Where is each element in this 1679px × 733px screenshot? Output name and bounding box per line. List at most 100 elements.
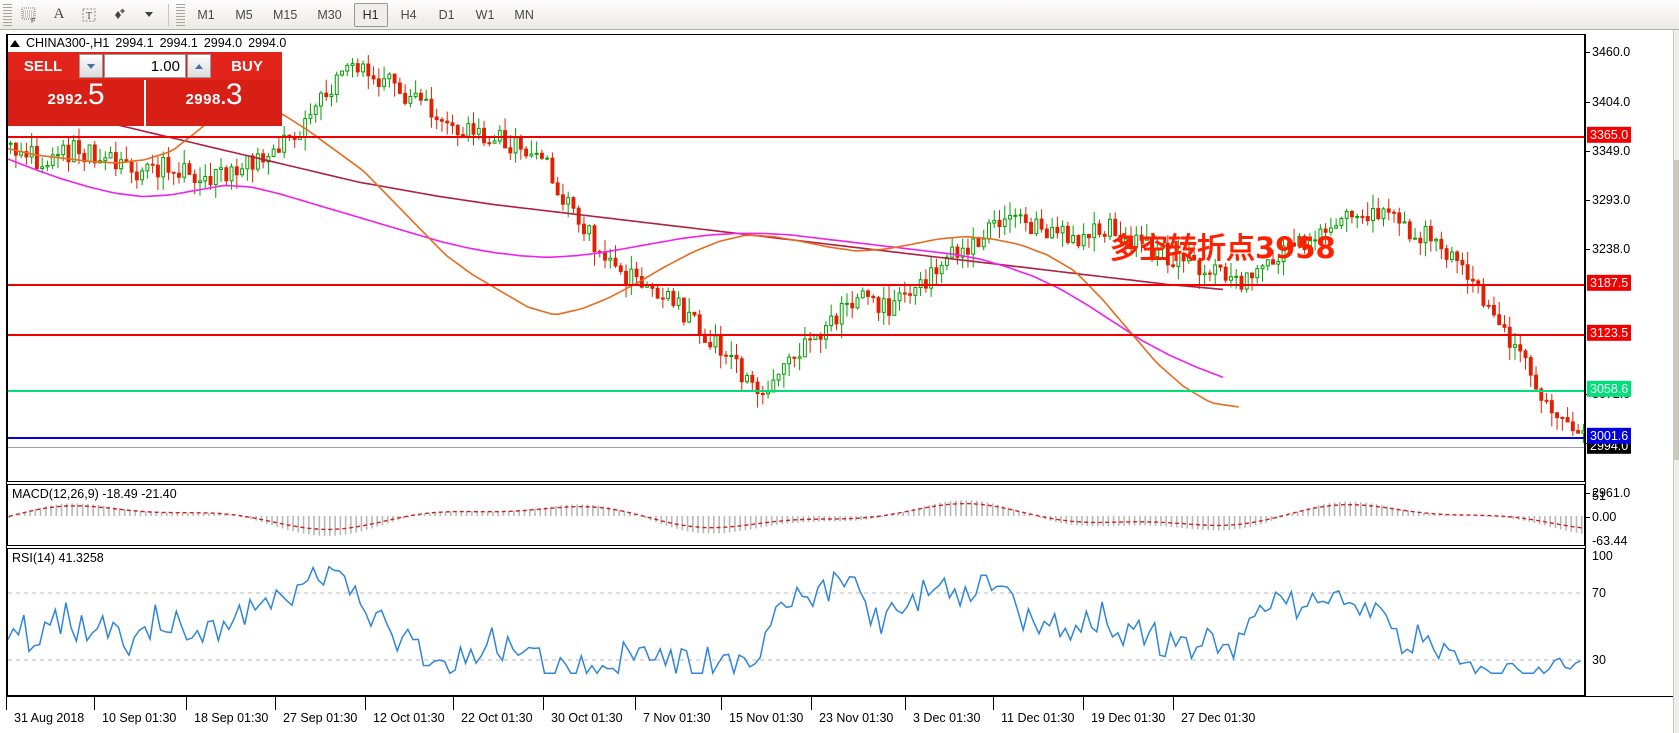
support-badge-3058: 3058.6	[1587, 380, 1632, 398]
volume-control[interactable]: 1.00	[78, 52, 212, 80]
time-label: 7 Nov 01:30	[643, 711, 711, 725]
timeframe-m1[interactable]: M1	[197, 7, 215, 22]
macd-title: MACD(12,26,9) -18.49 -21.40	[12, 487, 177, 501]
trend-up-icon	[10, 39, 20, 47]
level-line-3365	[8, 136, 1584, 138]
macd-tick-zero: 0.00	[1592, 509, 1617, 524]
rsi-pane[interactable]: RSI(14) 41.3258	[7, 548, 1585, 696]
time-label: 15 Nov 01:30	[729, 711, 804, 725]
chevron-up-icon	[195, 63, 203, 69]
buy-price-integer: 2998	[185, 91, 221, 108]
macd-series	[8, 500, 1583, 536]
resistance-badge-3123: 3123.5	[1587, 324, 1632, 342]
level-line-2994	[8, 447, 1584, 448]
volume-input[interactable]: 1.00	[104, 54, 186, 78]
rsi-tick-30: 30	[1592, 652, 1606, 667]
toolbar-grip[interactable]	[3, 3, 12, 26]
macd-pane[interactable]: MACD(12,26,9) -18.49 -21.40	[7, 484, 1585, 546]
sell-price-display[interactable]: 2992 . 5	[8, 80, 146, 126]
sell-price-integer: 2992	[47, 91, 83, 108]
price-tick-3460: 3460.0	[1592, 44, 1631, 59]
timeframe-m15[interactable]: M15	[273, 7, 298, 22]
price-tick-3404: 3404.0	[1592, 94, 1631, 109]
timeframe-mn[interactable]: MN	[514, 7, 534, 22]
volume-decrease-button[interactable]	[79, 54, 103, 78]
level-line-3058	[8, 390, 1584, 392]
time-label: 12 Oct 01:30	[373, 711, 445, 725]
rsi-series	[8, 565, 1584, 677]
macd-tick-min: -63.44	[1592, 533, 1628, 548]
rsi-tick-70: 70	[1592, 585, 1606, 600]
svg-text:T: T	[86, 11, 92, 22]
sell-price-separator: .	[82, 88, 88, 108]
chart-annotation: 多空转折点3958	[1110, 231, 1336, 265]
timeframe-m5[interactable]: M5	[235, 7, 253, 22]
axis-tick	[1586, 517, 1590, 518]
axis-tick	[1586, 52, 1590, 53]
symbol-header: CHINA300-,H1 2994.1 2994.1 2994.0 2994.0	[10, 36, 286, 50]
price-tick-2961: 2961.0	[1592, 485, 1631, 500]
price-tick-3349: 3349.0	[1592, 143, 1631, 158]
time-label: 11 Dec 01:30	[1001, 711, 1075, 725]
vertical-scrollbar[interactable]	[1673, 30, 1679, 733]
objects-dropdown-icon[interactable]	[134, 2, 164, 28]
buy-price-display[interactable]: 2998 . 3	[146, 80, 282, 126]
timeframe-d1[interactable]: D1	[438, 7, 455, 22]
axis-tick	[1586, 200, 1590, 201]
text-label-icon[interactable]: A	[44, 2, 74, 28]
sell-button[interactable]: SELL	[8, 52, 78, 80]
macd-tick-max: 51	[1592, 488, 1606, 503]
svg-text:F: F	[31, 18, 35, 24]
buy-button[interactable]: BUY	[212, 52, 282, 80]
timeframe-h1[interactable]: H1	[353, 2, 388, 27]
rsi-tick-100: 100	[1592, 548, 1613, 563]
bid-badge-3001: 3001.6	[1587, 427, 1632, 445]
time-axis[interactable]: 31 Aug 2018 10 Sep 01:30 18 Sep 01:30 27…	[6, 696, 1673, 733]
ohlc-low: 2994.0	[203, 36, 243, 50]
buy-price-separator: .	[220, 88, 226, 108]
symbol-name: CHINA300-,H1	[26, 36, 110, 50]
resistance-badge-3365: 3365.0	[1587, 126, 1632, 144]
time-label: 23 Nov 01:30	[819, 711, 894, 725]
objects-icon[interactable]	[104, 2, 134, 28]
one-click-trading-panel[interactable]: SELL 1.00 BUY 2992 . 5 2998 . 3	[8, 52, 282, 126]
time-label: 3 Dec 01:30	[913, 711, 981, 725]
level-line-3187	[8, 284, 1584, 286]
time-label: 27 Dec 01:30	[1181, 711, 1256, 725]
templates-icon[interactable]: F	[14, 2, 44, 28]
chevron-down-icon	[87, 63, 95, 69]
axis-tick	[1586, 102, 1590, 103]
chevron-down-icon	[145, 12, 153, 17]
price-tick-3293: 3293.0	[1592, 192, 1631, 207]
timeframe-m30[interactable]: M30	[317, 7, 342, 22]
text-object-icon[interactable]: T	[74, 2, 104, 28]
timeframe-h4[interactable]: H4	[400, 7, 417, 22]
price-axis[interactable]: 3460.0 3404.0 3349.0 3293.0 3238.0 3072.…	[1585, 34, 1679, 696]
volume-increase-button[interactable]	[187, 54, 211, 78]
timeframe-bar-grip[interactable]	[176, 3, 185, 26]
time-label: 10 Sep 01:30	[102, 711, 177, 725]
ohlc-close: 2994.0	[248, 36, 287, 50]
scrollbar-thumb[interactable]	[1674, 160, 1679, 460]
price-tick-3238: 3238.0	[1592, 241, 1631, 256]
ohlc-high: 2994.1	[159, 36, 198, 50]
ohlc-open: 2994.1	[115, 36, 154, 50]
time-label: 22 Oct 01:30	[461, 711, 533, 725]
timeframe-w1[interactable]: W1	[475, 7, 495, 22]
time-label: 18 Sep 01:30	[194, 711, 269, 725]
sell-price-fraction: 5	[87, 78, 105, 111]
buy-price-fraction: 3	[225, 78, 243, 111]
time-label: 31 Aug 2018	[14, 711, 85, 725]
level-line-3123	[8, 334, 1584, 336]
candlestick-series	[8, 55, 1584, 444]
rsi-title: RSI(14) 41.3258	[12, 551, 104, 565]
time-label: 30 Oct 01:30	[551, 711, 623, 725]
time-label: 27 Sep 01:30	[283, 711, 358, 725]
chart-area[interactable]: 多空转折点3958 MACD(12,26,9) -18.49 -21.40 RS…	[6, 34, 1673, 733]
axis-tick	[1586, 151, 1590, 152]
level-line-3001	[8, 437, 1584, 439]
axis-tick	[1586, 493, 1590, 494]
resistance-badge-3187: 3187.5	[1587, 274, 1632, 292]
axis-tick	[1586, 249, 1590, 250]
